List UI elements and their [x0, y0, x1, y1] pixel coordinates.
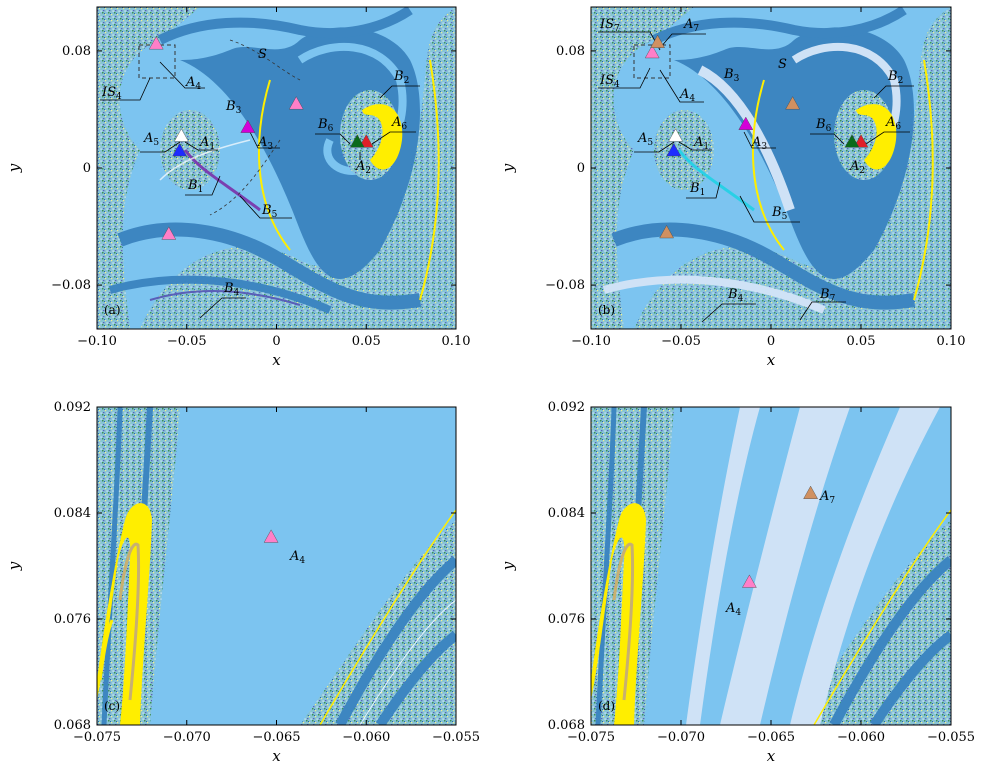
y-tick-label: 0.084: [548, 506, 585, 521]
x-tick-label: −0.075: [73, 730, 121, 745]
x-tick-label: −0.055: [927, 730, 975, 745]
marker-a4: [742, 574, 757, 588]
marker-a4: [263, 529, 279, 543]
y-axis-label: y: [5, 163, 23, 173]
marker-a6: [349, 134, 365, 148]
label-s: S: [778, 57, 787, 72]
y-tick-label: −0.08: [51, 278, 91, 293]
x-tick-label: 0: [767, 334, 775, 349]
marker-a6: [844, 134, 860, 148]
panel-a-label: (a): [104, 303, 121, 317]
label-s: S: [258, 47, 267, 62]
panel-c-points: [263, 529, 279, 543]
y-axis-label: y: [499, 561, 517, 571]
y-tick-label: 0.092: [548, 400, 585, 415]
y-tick-label: 0.068: [548, 718, 585, 733]
panel-c-basin-map: [97, 407, 456, 725]
y-axis-label: y: [5, 561, 23, 571]
x-tick-label: 0.05: [352, 334, 381, 349]
panel-b-points: [644, 34, 869, 239]
panel-a-axes: −0.10 −0.05 0 0.05 0.10 −0.08 0 0.08 x y: [5, 7, 470, 369]
y-tick-label: 0.08: [62, 44, 91, 59]
x-tick-label: 0.05: [847, 334, 876, 349]
panel-a-basin-map: [97, 7, 456, 329]
x-tick-label: −0.065: [252, 730, 300, 745]
x-tick-label: −0.070: [657, 730, 705, 745]
marker-a1: [668, 128, 683, 142]
x-tick-label: −0.075: [567, 730, 615, 745]
panel-b-axes: −0.10 −0.05 0 0.05 0.10 −0.08 0 0.08 x y: [499, 7, 965, 369]
x-tick-label: −0.10: [571, 334, 611, 349]
y-tick-label: 0.092: [54, 400, 91, 415]
marker-a7: [803, 485, 818, 499]
panel-d-points: [742, 485, 818, 588]
x-tick-label: −0.05: [167, 334, 207, 349]
marker-a7: [650, 34, 665, 48]
y-tick-label: 0: [83, 161, 91, 176]
marker-a2: [853, 134, 869, 148]
x-tick-label: −0.055: [432, 730, 480, 745]
panel-a-points: [148, 36, 374, 240]
panel-b-label: (b): [598, 303, 615, 317]
y-tick-label: 0: [577, 161, 585, 176]
y-tick-label: 0.076: [548, 612, 585, 627]
x-tick-label: −0.065: [747, 730, 795, 745]
y-tick-label: 0.076: [54, 612, 91, 627]
x-tick-label: 0.10: [442, 334, 471, 349]
y-tick-label: 0.08: [556, 44, 585, 59]
panel-d: A4 A7 (d) −0.075 −0.070 −0.065 −0.060 −0.055…: [499, 400, 975, 765]
marker-unlabeled: [288, 96, 304, 110]
x-axis-label: x: [767, 747, 776, 765]
panel-d-axes: −0.075 −0.070 −0.065 −0.060 −0.055 0.068 0.076…: [499, 400, 975, 765]
panel-c-axes: −0.075 −0.070 −0.065 −0.060 −0.055 0.068 0.076…: [5, 400, 480, 765]
panel-a: S IS4 A4 B3 A3 A5 A1 B1 B5 B4 B6 B2 A6: [5, 6, 470, 369]
panel-c: A4 (c) −0.075 −0.070 −0.065 −0.060 −0.0550.0…: [5, 400, 480, 765]
panel-b: S IS7 A7 IS4 A4 B3 A3 A5 A1 B1 B5 B4 B7: [499, 6, 965, 369]
x-axis-label: x: [272, 351, 281, 369]
marker-unlabeled: [659, 224, 674, 239]
marker-unlabeled: [785, 96, 800, 110]
y-axis-label: y: [499, 163, 517, 173]
x-tick-label: 0: [272, 334, 280, 349]
panel-b-basin-map: [591, 7, 951, 329]
x-tick-label: 0.10: [937, 334, 966, 349]
x-axis-label: x: [272, 747, 281, 765]
marker-unlabeled: [161, 226, 177, 240]
y-tick-label: 0.084: [54, 506, 91, 521]
x-tick-label: −0.05: [661, 334, 701, 349]
panel-d-basin-map: [591, 407, 951, 725]
panel-c-label: (c): [104, 699, 120, 713]
x-tick-label: −0.070: [163, 730, 211, 745]
x-tick-label: −0.060: [837, 730, 885, 745]
marker-a5: [172, 143, 187, 157]
marker-a3: [738, 116, 754, 130]
y-tick-label: 0.068: [54, 718, 91, 733]
x-tick-label: −0.060: [342, 730, 390, 745]
marker-a4: [644, 44, 660, 59]
x-axis-label: x: [767, 351, 776, 369]
marker-a3: [240, 119, 256, 133]
y-tick-label: −0.08: [545, 278, 585, 293]
marker-a5: [666, 143, 682, 157]
panel-d-label: (d): [598, 699, 615, 713]
x-tick-label: −0.10: [77, 334, 117, 349]
marker-a4: [148, 36, 164, 50]
marker-a1: [174, 128, 189, 142]
